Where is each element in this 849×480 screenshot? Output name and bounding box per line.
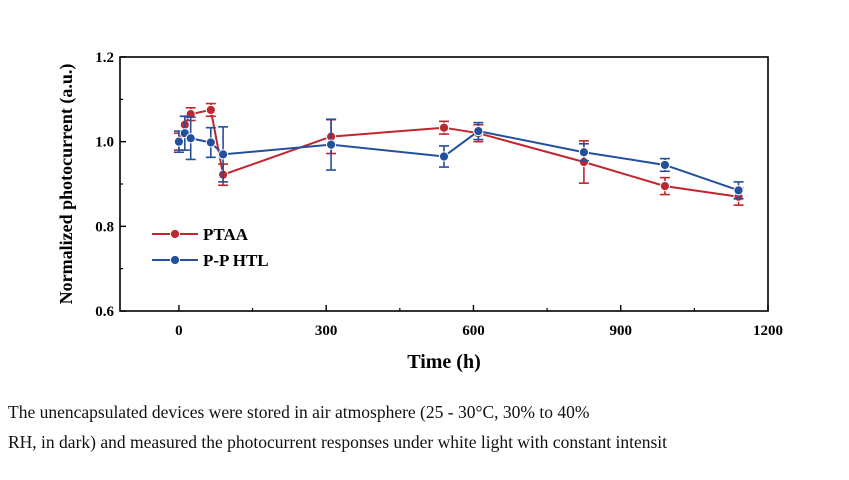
x-tick-label: 900 [609, 323, 632, 339]
caption-line-2: RH, in dark) and measured the photocurre… [8, 432, 668, 452]
data-point [473, 125, 484, 137]
data-point [659, 181, 671, 192]
photocurrent-chart: 0 300 600 900 1200 0.6 0.8 1.0 1.2 PTAA P-P HTL T… [56, 50, 783, 373]
data-point [217, 149, 229, 160]
y-tick-label: 1.2 [95, 50, 114, 66]
x-tick-label: 300 [315, 323, 338, 339]
data-point [438, 151, 450, 162]
data-point [325, 139, 337, 150]
series-ptaa [173, 102, 744, 206]
y-tick-label: 1.0 [95, 135, 114, 151]
legend-marker [169, 228, 181, 240]
data-point [438, 122, 450, 133]
series-line [177, 108, 739, 198]
x-tick-label: 0 [175, 323, 183, 339]
data-point [578, 147, 590, 158]
plot-frame [119, 56, 769, 312]
data-point [205, 137, 216, 148]
data-point [205, 104, 216, 116]
data-point [173, 136, 185, 147]
x-tick-label: 1200 [753, 323, 783, 339]
data-point [185, 133, 196, 144]
y-tick-label: 0.8 [95, 219, 114, 235]
legend-label: PTAA [203, 225, 249, 244]
legend-item: PTAA [152, 225, 249, 244]
data-point [733, 185, 744, 196]
caption-line-1: The unencapsulated devices were stored i… [8, 402, 590, 422]
y-axis-label: Normalized photocurrent (a.u.) [56, 64, 77, 305]
legend-item: P-P HTL [152, 251, 269, 270]
legend-label: P-P HTL [203, 251, 269, 270]
data-point [659, 159, 671, 171]
y-tick-label: 0.6 [95, 304, 114, 320]
x-axis-label: Time (h) [407, 351, 481, 373]
series-p-p-htl [173, 115, 744, 200]
x-tick-label: 600 [462, 323, 485, 339]
legend-marker [169, 254, 181, 266]
